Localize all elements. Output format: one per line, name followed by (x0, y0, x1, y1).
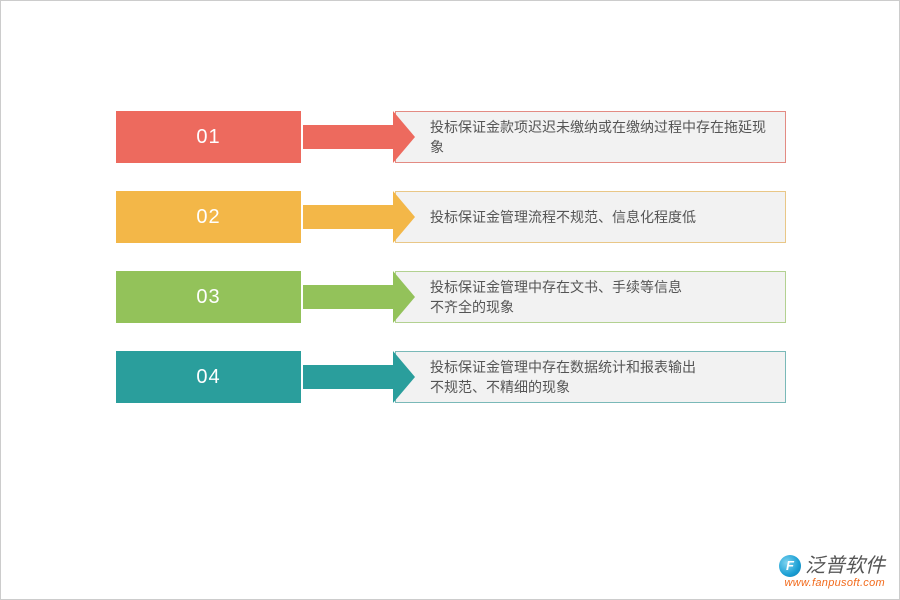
infographic-row-03: 03 投标保证金管理中存在文书、手续等信息不齐全的现象 (116, 271, 786, 323)
arrow-right-icon (393, 111, 415, 163)
arrow-right-icon (393, 351, 415, 403)
description-text: 投标保证金管理中存在数据统计和报表输出不规范、不精细的现象 (430, 357, 696, 398)
infographic-row-01: 01 投标保证金款项迟迟未缴纳或在缴纳过程中存在拖延现象 (116, 111, 786, 163)
arrow-body (303, 285, 393, 309)
infographic-rows: 01 投标保证金款项迟迟未缴纳或在缴纳过程中存在拖延现象 02 投标保证金管理流程不规… (116, 111, 786, 403)
brand-logo-icon: F (779, 555, 801, 577)
description-box: 投标保证金管理中存在文书、手续等信息不齐全的现象 (395, 271, 786, 323)
watermark: F 泛普软件 www.fanpusoft.com (779, 555, 885, 589)
brand-name: 泛普软件 (805, 555, 885, 577)
description-text: 投标保证金款项迟迟未缴纳或在缴纳过程中存在拖延现象 (430, 117, 770, 158)
arrow-right-icon (393, 191, 415, 243)
description-box: 投标保证金管理流程不规范、信息化程度低 (395, 191, 786, 243)
description-text: 投标保证金管理流程不规范、信息化程度低 (430, 207, 696, 227)
arrow-right-icon (393, 271, 415, 323)
brand-url: www.fanpusoft.com (779, 577, 885, 589)
arrow-body (303, 365, 393, 389)
infographic-row-04: 04 投标保证金管理中存在数据统计和报表输出不规范、不精细的现象 (116, 351, 786, 403)
number-block: 01 (116, 111, 301, 163)
arrow-body (303, 205, 393, 229)
description-box: 投标保证金款项迟迟未缴纳或在缴纳过程中存在拖延现象 (395, 111, 786, 163)
number-block: 02 (116, 191, 301, 243)
arrow-body (303, 125, 393, 149)
number-block: 04 (116, 351, 301, 403)
description-box: 投标保证金管理中存在数据统计和报表输出不规范、不精细的现象 (395, 351, 786, 403)
number-block: 03 (116, 271, 301, 323)
infographic-row-02: 02 投标保证金管理流程不规范、信息化程度低 (116, 191, 786, 243)
description-text: 投标保证金管理中存在文书、手续等信息不齐全的现象 (430, 277, 682, 318)
